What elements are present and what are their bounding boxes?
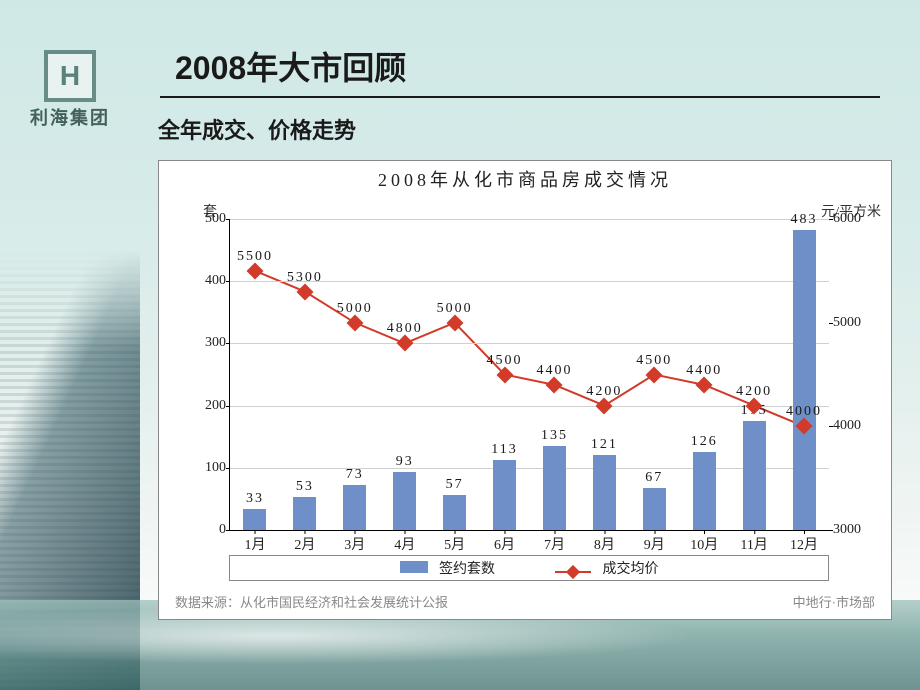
bar-value-label: 121: [574, 437, 634, 453]
bar: [493, 460, 516, 530]
slide-subtitle: 全年成交、价格走势: [158, 120, 356, 142]
line-value-label: 4800: [375, 321, 435, 337]
bar: [743, 421, 766, 530]
line-series: [255, 271, 804, 426]
legend: 签约套数 成交均价: [229, 555, 829, 581]
line-value-label: 4000: [774, 404, 834, 420]
bar: [343, 485, 366, 530]
gridline: [230, 468, 829, 469]
line-value-label: 5300: [275, 270, 335, 286]
y1-tick: 300: [188, 335, 226, 351]
x-tick: 6月: [494, 534, 515, 554]
y2-tick: 4000: [833, 418, 879, 434]
slide-title: 2008年大市回顾: [175, 52, 406, 84]
x-tick: 9月: [644, 534, 665, 554]
x-tick: 7月: [544, 534, 565, 554]
x-tick: 3月: [344, 534, 365, 554]
x-tick: 8月: [594, 534, 615, 554]
brand-logo: H 利海集团: [30, 50, 110, 130]
x-tick: 2月: [294, 534, 315, 554]
bar: [393, 472, 416, 530]
plot-area: 010020030040050030004000500060001月2月3月4月…: [229, 219, 829, 531]
line-value-label: 5000: [325, 301, 385, 317]
y1-tick: 100: [188, 460, 226, 476]
line-value-label: 4400: [524, 363, 584, 379]
bar-value-label: 126: [674, 434, 734, 450]
chart-source: 数据来源：从化市国民经济和社会发展统计公报: [175, 592, 448, 611]
bar: [793, 230, 816, 530]
bar-value-label: 483: [774, 212, 834, 228]
bar: [443, 495, 466, 530]
bar-value-label: 113: [475, 442, 535, 458]
gridline: [230, 219, 829, 220]
y2-tick: 3000: [833, 522, 879, 538]
bar-value-label: 57: [425, 477, 485, 493]
bar: [293, 497, 316, 530]
line-value-label: 4200: [574, 384, 634, 400]
gridline: [230, 343, 829, 344]
bar: [693, 452, 716, 530]
y2-tick: 6000: [833, 211, 879, 227]
y2-tick: 5000: [833, 315, 879, 331]
x-tick: 4月: [394, 534, 415, 554]
legend-label-line: 成交均价: [603, 562, 659, 577]
line-value-label: 4200: [724, 384, 784, 400]
chart-frame: 2008年从化市商品房成交情况 套 元/平方米 0100200300400500…: [158, 160, 892, 620]
brand-name: 利海集团: [30, 108, 110, 130]
legend-swatch-line: [555, 567, 591, 577]
line-value-label: 5500: [225, 249, 285, 265]
chart-title: 2008年从化市商品房成交情况: [159, 171, 891, 189]
x-tick: 10月: [690, 534, 718, 554]
x-tick: 1月: [244, 534, 265, 554]
y1-tick: 0: [188, 522, 226, 538]
title-divider: [160, 96, 880, 98]
chart-dept: 中地行·市场部: [793, 592, 875, 611]
legend-label-bars: 签约套数: [439, 562, 495, 577]
line-value-label: 4400: [674, 363, 734, 379]
y1-tick: 200: [188, 398, 226, 414]
bar-value-label: 67: [624, 470, 684, 486]
bar-value-label: 93: [375, 454, 435, 470]
x-tick: 11月: [740, 534, 767, 554]
line-value-label: 5000: [425, 301, 485, 317]
legend-item-line: 成交均价: [555, 558, 659, 578]
bar: [543, 446, 566, 530]
legend-item-bars: 签约套数: [400, 558, 496, 578]
x-tick: 12月: [790, 534, 818, 554]
legend-swatch-bar: [400, 561, 428, 573]
y1-tick: 500: [188, 211, 226, 227]
y1-tick: 400: [188, 273, 226, 289]
x-tick: 5月: [444, 534, 465, 554]
brand-mark: H: [44, 50, 96, 102]
bar: [243, 509, 266, 530]
bar: [643, 488, 666, 530]
bar: [593, 455, 616, 530]
